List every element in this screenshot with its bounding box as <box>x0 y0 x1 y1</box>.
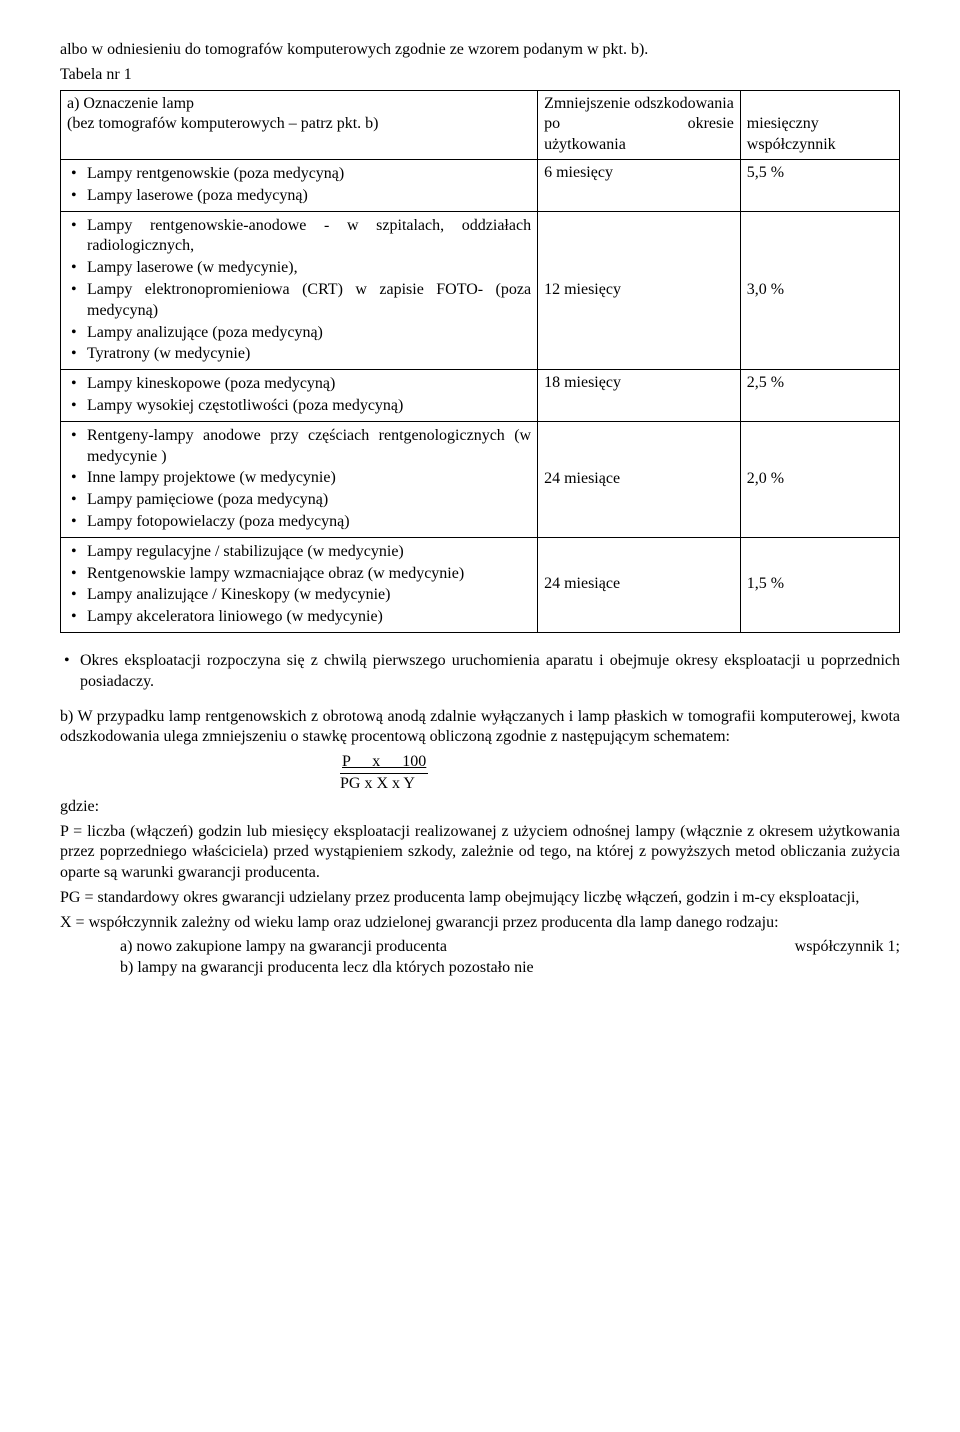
list-item: Lampy fotopowielaczy (poza medycyną) <box>67 512 531 533</box>
def-x: X = współczynnik zależny od wieku lamp o… <box>60 913 900 934</box>
list-item: Lampy elektronopromieniowa (CRT) w zapis… <box>67 280 531 322</box>
row1-coef: 3,0 % <box>740 211 899 370</box>
row3-period: 24 miesiące <box>538 421 741 537</box>
formula-top: P x 100 <box>340 752 428 774</box>
note-bullet: Okres eksploatacji rozpoczyna się z chwi… <box>60 651 900 693</box>
header-c-line2: współczynnik <box>747 135 893 156</box>
def-p: P = liczba (włączeń) godzin lub miesięcy… <box>60 822 900 884</box>
list-item: Lampy analizujące (poza medycyną) <box>67 323 531 344</box>
table-row: Lampy kineskopowe (poza medycyną)Lampy w… <box>61 370 900 422</box>
row3-coef: 2,0 % <box>740 421 899 537</box>
header-bc-top: Zmniejszenie odszkodowania <box>544 94 734 115</box>
header-b-po: po <box>544 114 560 135</box>
list-item: Lampy rentgenowskie-anodowe - w szpitala… <box>67 216 531 258</box>
tabela-label: Tabela nr 1 <box>60 65 900 86</box>
sub-a-right: współczynnik 1; <box>795 937 900 958</box>
para-b: b) W przypadku lamp rentgenowskich z obr… <box>60 707 900 749</box>
table-row: Rentgeny-lampy anodowe przy częściach re… <box>61 421 900 537</box>
list-item: Lampy laserowe (w medycynie), <box>67 258 531 279</box>
list-item: Lampy analizujące / Kineskopy (w medycyn… <box>67 585 531 606</box>
def-pg: PG = standardowy okres gwarancji udziela… <box>60 888 900 909</box>
list-item: Tyratrony (w medycynie) <box>67 344 531 365</box>
table-row: Lampy rentgenowskie (poza medycyną)Lampy… <box>61 159 900 211</box>
header-col-b: Zmniejszenie odszkodowania po okresie uż… <box>538 90 741 159</box>
sub-b: b) lampy na gwarancji producenta lecz dl… <box>120 958 900 979</box>
sub-a-left: a) nowo zakupione lampy na gwarancji pro… <box>120 937 447 958</box>
header-b-line1: po okresie <box>544 114 734 135</box>
formula: P x 100 PG x X x Y <box>340 752 900 795</box>
list-item: Lampy wysokiej częstotliwości (poza medy… <box>67 396 531 417</box>
list-item: Inne lampy projektowe (w medycynie) <box>67 468 531 489</box>
compensation-table: a) Oznaczenie lamp (bez tomografów kompu… <box>60 90 900 633</box>
list-item: Lampy laserowe (poza medycyną) <box>67 186 531 207</box>
row4-period: 24 miesiące <box>538 537 741 632</box>
row2-period: 18 miesięcy <box>538 370 741 422</box>
list-item: Lampy rentgenowskie (poza medycyną) <box>67 164 531 185</box>
row1-list: Lampy rentgenowskie-anodowe - w szpitala… <box>67 216 531 366</box>
header-b-line2: użytkowania <box>544 135 734 156</box>
row0-period: 6 miesięcy <box>538 159 741 211</box>
row0-list: Lampy rentgenowskie (poza medycyną)Lampy… <box>67 164 531 207</box>
formula-bot: PG x X x Y <box>340 774 900 795</box>
row2-coef: 2,5 % <box>740 370 899 422</box>
row3-list: Rentgeny-lampy anodowe przy częściach re… <box>67 426 531 533</box>
row4-coef: 1,5 % <box>740 537 899 632</box>
row2-list: Lampy kineskopowe (poza medycyną)Lampy w… <box>67 374 531 417</box>
table-row: Lampy regulacyjne / stabilizujące (w med… <box>61 537 900 632</box>
list-item: Lampy pamięciowe (poza medycyną) <box>67 490 531 511</box>
header-c-line1: miesięczny <box>747 114 893 135</box>
list-item: Lampy kineskopowe (poza medycyną) <box>67 374 531 395</box>
intro-text: albo w odniesieniu do tomografów kompute… <box>60 40 900 61</box>
table-header-row: a) Oznaczenie lamp (bez tomografów kompu… <box>61 90 900 159</box>
gdzie-label: gdzie: <box>60 797 900 818</box>
header-a-line2: (bez tomografów komputerowych – patrz pk… <box>67 114 531 135</box>
row0-coef: 5,5 % <box>740 159 899 211</box>
row4-list: Lampy regulacyjne / stabilizujące (w med… <box>67 542 531 628</box>
table-row: Lampy rentgenowskie-anodowe - w szpitala… <box>61 211 900 370</box>
list-item: Rentgeny-lampy anodowe przy częściach re… <box>67 426 531 468</box>
header-a-line1: a) Oznaczenie lamp <box>67 94 531 115</box>
row1-period: 12 miesięcy <box>538 211 741 370</box>
list-item: Rentgenowskie lampy wzmacniające obraz (… <box>67 564 531 585</box>
list-item: Lampy akceleratora liniowego (w medycyni… <box>67 607 531 628</box>
header-col-c: miesięczny współczynnik <box>740 90 899 159</box>
header-col-a: a) Oznaczenie lamp (bez tomografów kompu… <box>61 90 538 159</box>
header-b-okresie: okresie <box>688 114 734 135</box>
note-list: Okres eksploatacji rozpoczyna się z chwi… <box>60 651 900 693</box>
list-item: Lampy regulacyjne / stabilizujące (w med… <box>67 542 531 563</box>
sub-a-row: a) nowo zakupione lampy na gwarancji pro… <box>120 937 900 958</box>
